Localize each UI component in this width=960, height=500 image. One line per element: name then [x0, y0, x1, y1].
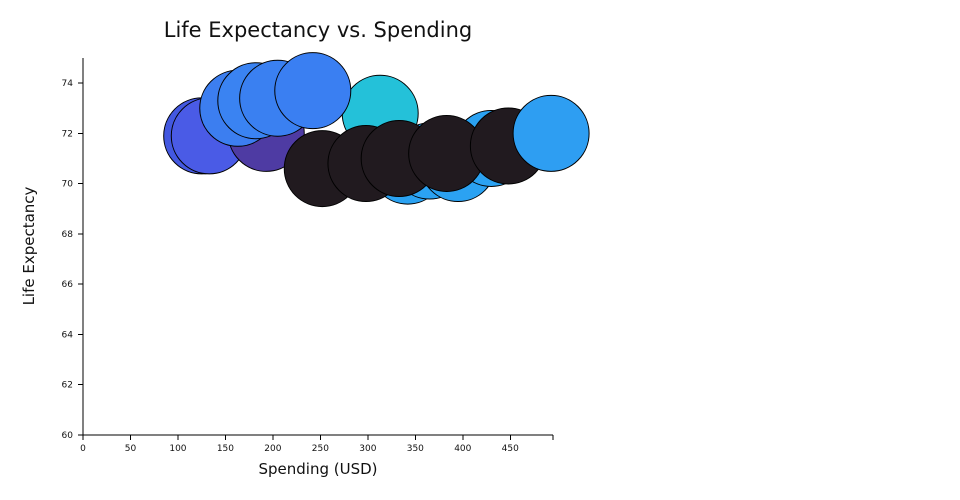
x-axis-label: Spending (USD)	[258, 460, 377, 478]
y-tick-label: 72	[62, 129, 73, 139]
bubble-point	[274, 52, 352, 130]
x-tick-label: 150	[217, 444, 234, 454]
x-tick-label: 400	[454, 444, 471, 454]
bubble-point	[512, 94, 590, 172]
x-tick-label: 50	[125, 444, 137, 454]
y-tick-label: 74	[62, 79, 74, 89]
x-tick-label: 350	[407, 444, 424, 454]
bubble-layer	[163, 52, 590, 208]
y-tick-label: 64	[62, 330, 74, 340]
x-tick-label: 200	[264, 444, 281, 454]
y-tick-label: 60	[62, 431, 74, 441]
y-tick-label: 68	[62, 230, 74, 240]
chart-title: Life Expectancy vs. Spending	[164, 18, 473, 42]
x-tick-label: 300	[359, 444, 376, 454]
y-tick-label: 62	[62, 381, 73, 391]
x-tick-label: 250	[312, 444, 329, 454]
y-tick-label: 70	[62, 180, 74, 190]
x-axis: 0 50 100 150 200 250 300 350 400 450	[80, 434, 554, 454]
x-tick-label: 0	[80, 444, 86, 454]
y-tick-label: 66	[62, 280, 74, 290]
x-tick-label: 450	[502, 444, 519, 454]
x-tick-label: 100	[169, 444, 186, 454]
y-axis-label: Life Expectancy	[20, 186, 38, 305]
y-axis: 60 62 64 66 68 70 72 74	[62, 58, 84, 441]
